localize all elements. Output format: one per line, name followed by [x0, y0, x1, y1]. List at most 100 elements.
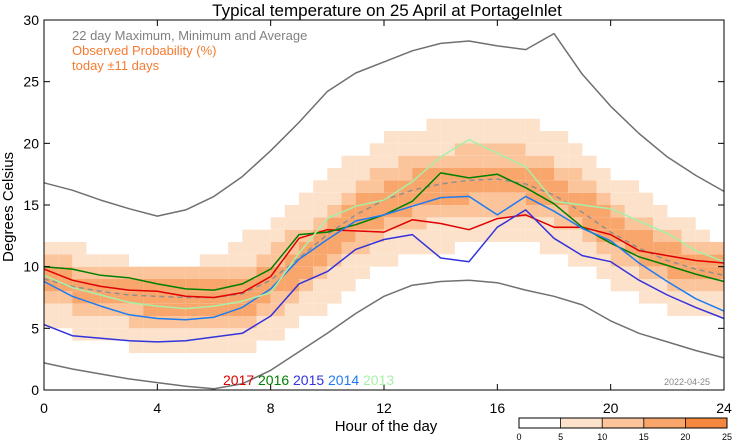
heatmap-cell [355, 266, 370, 279]
date-stamp: 2022-04-25 [664, 377, 710, 387]
heatmap-cell [129, 340, 144, 353]
heatmap-cell [709, 279, 724, 292]
heatmap-cell [313, 303, 328, 316]
heatmap-cell [511, 217, 526, 230]
heatmap-cell [214, 254, 229, 267]
heatmap-cell [242, 229, 257, 242]
heatmap-cell [242, 316, 257, 329]
heatmap-cell [568, 143, 583, 156]
heatmap-cell [412, 168, 427, 181]
heatmap-cell [143, 340, 158, 353]
heatmap-cell [653, 205, 668, 218]
heatmap-cell [171, 279, 186, 292]
heatmap-cell [228, 266, 243, 279]
heatmap-cell [412, 131, 427, 144]
x-tick-label: 8 [267, 400, 275, 416]
colorbar-segment [519, 418, 561, 428]
heatmap-cell [143, 328, 158, 341]
heatmap-cell [667, 303, 682, 316]
heatmap-cell [426, 143, 441, 156]
heatmap-cell [299, 217, 314, 230]
colorbar-tick-label: 10 [597, 432, 607, 442]
heatmap-cell [412, 143, 427, 156]
heatmap-cell [440, 155, 455, 168]
legend-window-label: today ±11 days [72, 58, 160, 73]
heatmap-cell [596, 242, 611, 255]
series-line-2014 [43, 195, 725, 321]
heatmap-cell [454, 205, 469, 218]
heatmap-cell [384, 131, 399, 144]
heatmap-cell [639, 192, 654, 205]
heatmap-cell [256, 328, 271, 341]
heatmap-cell [554, 131, 569, 144]
heatmap-cell [327, 254, 342, 267]
heatmap-cell [469, 205, 484, 218]
heatmap-cell [568, 155, 583, 168]
heatmap-cell [610, 192, 625, 205]
heatmap-cell [497, 155, 512, 168]
heatmap-cell [483, 131, 498, 144]
heatmap-cell [483, 118, 498, 131]
heatmap-cell [185, 303, 200, 316]
heatmap-cell [596, 217, 611, 230]
heatmap-cell [624, 254, 639, 267]
heatmap-cell [497, 192, 512, 205]
heatmap-cell [539, 242, 554, 255]
heatmap-cell [341, 266, 356, 279]
heatmap-cell [341, 279, 356, 292]
x-tick-label: 0 [40, 400, 48, 416]
heatmap-cell [469, 131, 484, 144]
heatmap-cell [171, 303, 186, 316]
heatmap-cell [369, 168, 384, 181]
heatmap-cell [624, 217, 639, 230]
heatmap-cell [270, 266, 285, 279]
heatmap-cell [582, 242, 597, 255]
heatmap-cell [695, 279, 710, 292]
heatmap-cell [157, 266, 172, 279]
heatmap-cell [681, 229, 696, 242]
heatmap-cell [426, 155, 441, 168]
heatmap-cell [610, 217, 625, 230]
heatmap-cell [511, 192, 526, 205]
heatmap-cell [199, 340, 214, 353]
heatmap-cell [129, 328, 144, 341]
heatmap-cell [610, 266, 625, 279]
heatmap-cell [327, 168, 342, 181]
y-tick-label: 10 [23, 259, 39, 275]
heatmap-cell [100, 266, 115, 279]
heatmap-cell [624, 192, 639, 205]
y-tick-label: 15 [23, 197, 39, 213]
heatmap-cell [653, 254, 668, 267]
heatmap-cell [299, 192, 314, 205]
heatmap-cell [242, 254, 257, 267]
heatmap-cell [369, 180, 384, 193]
heatmap-cell [596, 266, 611, 279]
heatmap-cell [695, 242, 710, 255]
heatmap-cell [270, 217, 285, 230]
heatmap-cell [199, 254, 214, 267]
series-line-2013 [43, 138, 725, 310]
heatmap-cell [426, 205, 441, 218]
series-lines [43, 32, 725, 390]
heatmap-cell [242, 303, 257, 316]
heatmap-cell [185, 291, 200, 304]
heatmap-cell [497, 143, 512, 156]
axis-ticks: 0 4 8 12 16 20 24 0 5 10 15 20 25 30 [23, 12, 732, 416]
heatmap-cell [157, 291, 172, 304]
heatmap-cell [313, 192, 328, 205]
heatmap-cell [454, 217, 469, 230]
x-tick-label: 4 [153, 400, 161, 416]
heatmap-cell [469, 217, 484, 230]
heatmap-cell [667, 229, 682, 242]
heatmap-cell [270, 242, 285, 255]
heatmap-cell [454, 118, 469, 131]
heatmap-cell [525, 143, 540, 156]
heatmap-cell [214, 291, 229, 304]
x-tick-label: 24 [716, 400, 732, 416]
heatmap-cell [129, 303, 144, 316]
heatmap-cell [313, 254, 328, 267]
heatmap-cell [313, 291, 328, 304]
heatmap-cell [299, 303, 314, 316]
heatmap-cell [44, 316, 59, 329]
